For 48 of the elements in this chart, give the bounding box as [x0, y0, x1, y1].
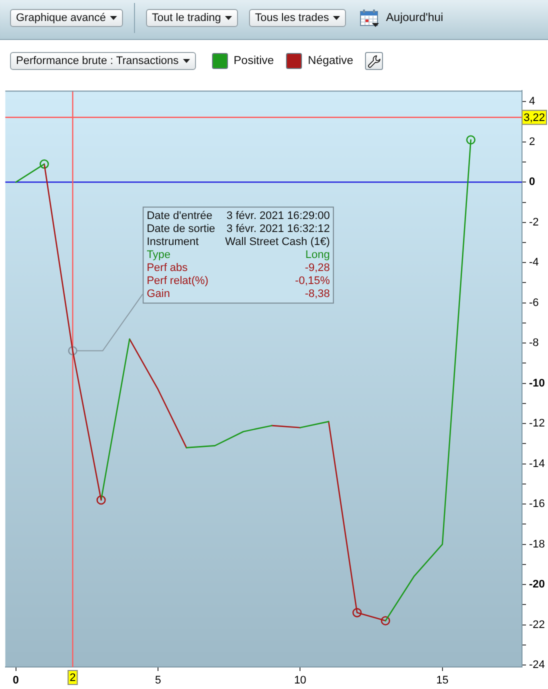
annotation: Perf abs	[146, 262, 188, 274]
annotation: Gain	[146, 288, 170, 300]
point	[466, 135, 476, 145]
annotation: Perf relat(%)	[146, 275, 208, 288]
x-tick-label: 15	[436, 674, 448, 687]
y-tick-label: -12	[529, 418, 545, 430]
y-tick-label: -6	[529, 296, 539, 309]
legend-label: Négative	[308, 55, 354, 67]
point	[40, 159, 49, 169]
ref-line-label: 3,22	[524, 112, 546, 124]
annotation: Date d'entrée	[146, 210, 212, 222]
annotation: Instrument	[146, 236, 199, 248]
point	[68, 346, 78, 356]
annotation: Type	[146, 249, 171, 262]
point	[96, 495, 106, 505]
y-tick-label: -22	[529, 618, 545, 631]
y-tick-label: -16	[529, 498, 545, 510]
y-tick-label: -24	[529, 659, 545, 672]
y-tick-label: -18	[529, 538, 545, 550]
annotation: -0,15%	[295, 275, 330, 288]
y-tick-label: -2	[529, 216, 539, 228]
annotation: -9,28	[304, 262, 330, 274]
ref-line-label: 2	[70, 672, 76, 684]
x-tick-label: 10	[294, 674, 306, 687]
y-tick-label: -4	[529, 256, 539, 269]
point	[352, 608, 362, 618]
text: Tous les trades	[255, 12, 329, 24]
annotation: Wall Street Cash (1€)	[225, 236, 330, 248]
y-tick-label: -14	[529, 458, 545, 470]
y-tick-label: 2	[529, 136, 536, 148]
annotation: Date de sortie	[146, 223, 216, 236]
annotation: Long	[305, 249, 330, 262]
point	[380, 616, 390, 626]
y-tick-label: -10	[529, 377, 545, 390]
y-tick-label: 0	[529, 176, 536, 188]
chart-title: Performance brute : Transactions	[16, 55, 179, 67]
annotation: 3 févr. 2021 16:29:00	[226, 210, 330, 222]
y-tick-label: -8	[529, 337, 539, 350]
text: Tout le trading	[152, 12, 222, 24]
annotation: -8,38	[304, 288, 330, 300]
text: Graphique avancé	[16, 12, 106, 24]
x-tick-label: 5	[154, 674, 162, 687]
legend-label: Positive	[234, 55, 274, 67]
y-tick-label: -20	[529, 578, 545, 591]
x-tick-label: 0	[12, 674, 19, 687]
annotation: 3 févr. 2021 16:32:12	[226, 223, 330, 236]
y-tick-label: 4	[529, 96, 536, 108]
text: Aujourd'hui	[386, 12, 444, 24]
